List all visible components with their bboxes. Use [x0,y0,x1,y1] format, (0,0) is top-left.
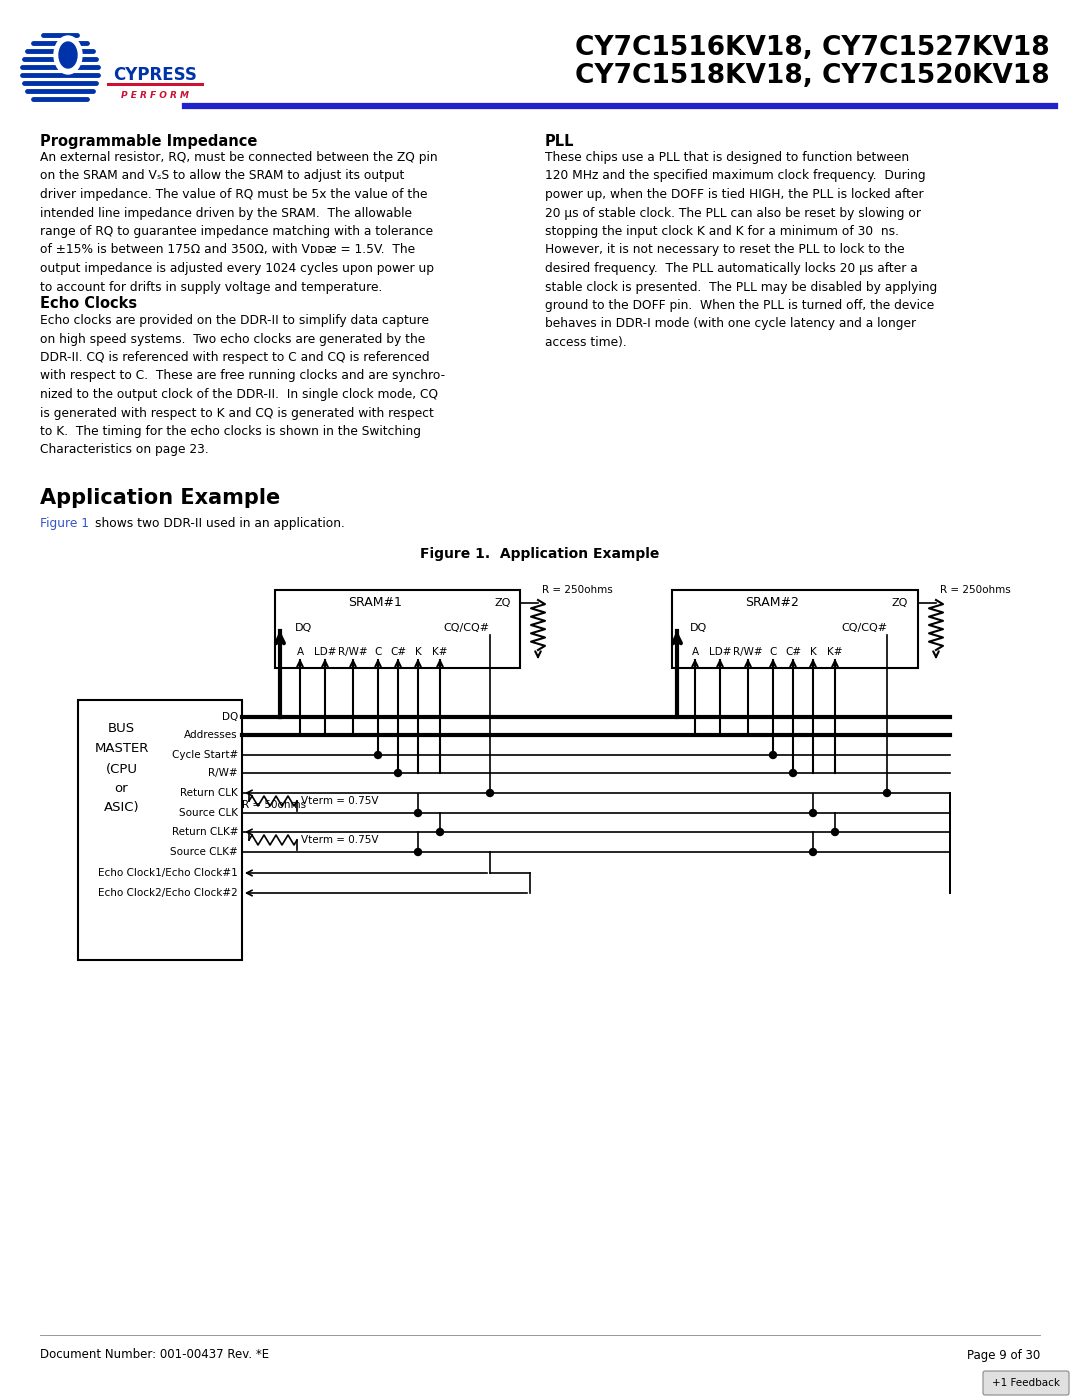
Text: R = 250ohms: R = 250ohms [940,585,1011,595]
Text: P E R F O R M: P E R F O R M [121,91,189,99]
Text: CY7C1516KV18, CY7C1527KV18: CY7C1516KV18, CY7C1527KV18 [576,35,1050,61]
Text: K: K [415,647,421,657]
Circle shape [436,828,444,835]
Bar [275,590,519,668]
Circle shape [789,770,797,777]
Text: C: C [375,647,381,657]
Circle shape [883,789,891,796]
Text: Document Number: 001-00437 Rev. *E: Document Number: 001-00437 Rev. *E [40,1348,269,1362]
Text: R = 250ohms: R = 250ohms [542,585,612,595]
Text: K#: K# [827,647,842,657]
Circle shape [415,809,421,816]
Text: K: K [810,647,816,657]
Text: Source CLK: Source CLK [179,807,238,819]
Text: Programmable Impedance: Programmable Impedance [40,134,257,149]
Text: CQ/CQ#: CQ/CQ# [444,623,490,633]
Text: Application Example: Application Example [40,488,280,509]
Text: C: C [769,647,777,657]
Text: K#: K# [432,647,448,657]
Text: A: A [296,647,303,657]
Text: DQ: DQ [690,623,707,633]
Circle shape [810,809,816,816]
Bar [672,590,918,668]
Circle shape [769,752,777,759]
Text: PLL: PLL [545,134,575,149]
Text: (CPU: (CPU [106,763,137,775]
Text: R/W#: R/W# [733,647,762,657]
Bar [78,700,242,960]
Text: R = 50ohms: R = 50ohms [242,800,306,810]
Text: Source CLK#: Source CLK# [171,847,238,856]
Text: These chips use a PLL that is designed to function between
120 MHz and the speci: These chips use a PLL that is designed t… [545,151,937,349]
Text: Figure 1: Figure 1 [40,517,89,529]
Text: Cycle Start#: Cycle Start# [172,750,238,760]
Text: R/W#: R/W# [208,768,238,778]
Circle shape [810,848,816,855]
Text: SRAM#2: SRAM#2 [745,597,799,609]
Circle shape [832,828,838,835]
Text: CY7C1518KV18, CY7C1520KV18: CY7C1518KV18, CY7C1520KV18 [576,63,1050,89]
Text: Vterm = 0.75V: Vterm = 0.75V [301,796,378,806]
Text: Echo clocks are provided on the DDR-II to simplify data capture
on high speed sy: Echo clocks are provided on the DDR-II t… [40,314,445,457]
Text: DQ: DQ [295,623,312,633]
Text: SRAM#1: SRAM#1 [348,597,402,609]
Text: LD#: LD# [314,647,336,657]
Text: LD#: LD# [708,647,731,657]
Text: Echo Clock1/Echo Clock#1: Echo Clock1/Echo Clock#1 [98,868,238,877]
Text: ZQ: ZQ [495,598,511,608]
Text: Return CLK: Return CLK [180,788,238,798]
Text: C#: C# [390,647,406,657]
Text: A: A [691,647,699,657]
Text: ZQ: ZQ [892,598,908,608]
Ellipse shape [59,42,77,68]
Text: Vterm = 0.75V: Vterm = 0.75V [301,835,378,845]
Text: +1 Feedback: +1 Feedback [993,1377,1059,1389]
Text: DQ: DQ [221,712,238,722]
Text: Return CLK#: Return CLK# [172,827,238,837]
Circle shape [394,770,402,777]
Text: BUS: BUS [108,721,135,735]
Circle shape [486,789,494,796]
Text: shows two DDR-II used in an application.: shows two DDR-II used in an application. [95,517,345,529]
Text: C#: C# [785,647,801,657]
Text: or: or [114,781,129,795]
Text: Addresses: Addresses [185,731,238,740]
Text: ASIC): ASIC) [104,802,139,814]
Circle shape [415,848,421,855]
Text: Echo Clock2/Echo Clock#2: Echo Clock2/Echo Clock#2 [98,888,238,898]
Text: MASTER: MASTER [94,742,149,754]
Text: CYPRESS: CYPRESS [113,66,197,84]
Text: Echo Clocks: Echo Clocks [40,296,137,312]
Text: R/W#: R/W# [338,647,368,657]
Text: Figure 1.  Application Example: Figure 1. Application Example [420,548,660,562]
Text: CQ/CQ#: CQ/CQ# [841,623,887,633]
Ellipse shape [54,36,82,74]
Text: An external resistor, RQ, must be connected between the ZQ pin
on the SRAM and V: An external resistor, RQ, must be connec… [40,151,437,293]
Text: Page 9 of 30: Page 9 of 30 [967,1348,1040,1362]
FancyBboxPatch shape [983,1370,1069,1396]
Circle shape [375,752,381,759]
